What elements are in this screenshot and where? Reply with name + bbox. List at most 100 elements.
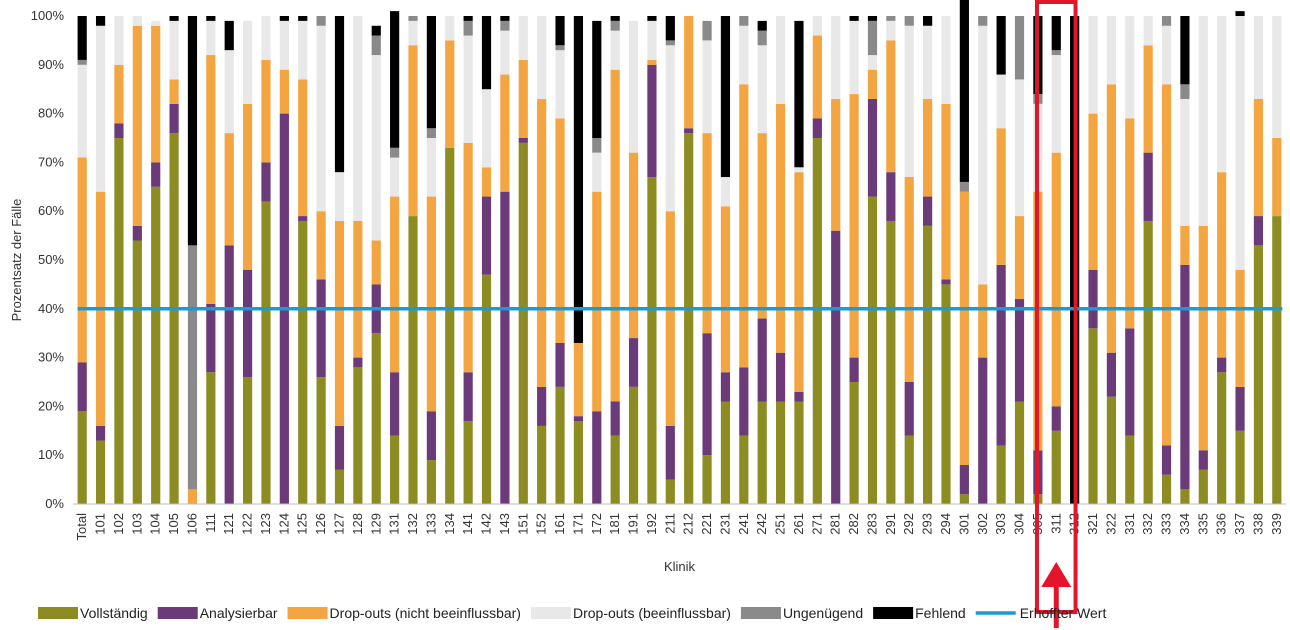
bar-segment (500, 20, 510, 31)
bar-segment (720, 401, 731, 504)
bar-segment (1143, 220, 1153, 504)
bar-segment (334, 16, 345, 173)
legend-label: Fehlend (915, 605, 966, 621)
bar-segment (831, 16, 841, 99)
bar-segment (1125, 435, 1135, 504)
bar-segment (1180, 98, 1190, 226)
bar-segment (224, 133, 234, 246)
bar-segment (151, 20, 161, 26)
bar-segment (1198, 16, 1208, 226)
bar-segment (610, 69, 620, 402)
bar-segment (114, 16, 124, 65)
legend-label: Analysierbar (200, 605, 278, 621)
bar-segment (849, 94, 859, 358)
legend-swatch (157, 607, 198, 619)
bar-segment (739, 16, 749, 26)
bar-segment (408, 16, 418, 21)
bar-segment (610, 401, 620, 436)
bar-segment (1198, 450, 1208, 470)
bar-segment (647, 16, 657, 21)
bar-segment (1198, 225, 1208, 451)
bar-segment (187, 16, 198, 246)
y-tick-label: 40% (38, 301, 64, 316)
bar-segment (867, 196, 878, 504)
x-tick-label: 141 (460, 513, 475, 535)
bar-segment (739, 435, 749, 504)
bar-segment (1161, 445, 1172, 475)
bar-segment (1272, 138, 1282, 217)
bar-segment (132, 240, 142, 505)
bar-segment (426, 460, 436, 504)
y-axis-title: Prozentsatz der Fälle (9, 199, 24, 322)
highlight-arrow-head (1041, 562, 1072, 587)
bar-segment (978, 25, 988, 285)
x-tick-label: 241 (736, 513, 751, 535)
bar-segment (1088, 328, 1098, 504)
bar-segment (812, 118, 822, 138)
x-tick-label: 101 (93, 513, 108, 535)
bar-segment (463, 421, 473, 504)
bar-segment (426, 411, 436, 461)
x-tick-label: 322 (1103, 513, 1118, 535)
bar-segment (1143, 16, 1153, 46)
bar-segment (371, 55, 381, 241)
bar-segment (610, 16, 620, 21)
bar-segment (702, 455, 712, 504)
y-tick-label: 60% (38, 203, 64, 218)
bar-segment (353, 367, 363, 504)
bar-segment (537, 386, 547, 426)
bar-segment (996, 264, 1006, 446)
bar-segment (1125, 16, 1135, 119)
bar-segment (794, 20, 804, 168)
bar-segment (1014, 216, 1025, 300)
bar-segment (426, 196, 436, 412)
x-tick-label: 131 (387, 513, 402, 535)
x-tick-label: 251 (773, 513, 788, 535)
bar-segment (904, 16, 914, 26)
bar-segment (77, 362, 87, 412)
x-tick-label: 161 (552, 513, 567, 535)
bar-segment (169, 79, 179, 104)
bar-segment (169, 133, 179, 504)
bar-segment (279, 20, 289, 70)
bar-segment (849, 382, 859, 504)
legend-label: Vollständig (80, 605, 148, 621)
bar-segment (95, 440, 106, 504)
bar-segment (481, 89, 492, 168)
bar-segment (886, 20, 896, 41)
bar-segment (996, 445, 1006, 504)
bar-segment (684, 16, 694, 129)
bar-segment (904, 382, 914, 436)
bar-segment (1014, 401, 1025, 504)
x-tick-label: 134 (442, 513, 457, 535)
y-tick-label: 20% (38, 398, 64, 413)
bar-segment (500, 74, 510, 192)
x-tick-label: 125 (295, 513, 310, 535)
bar-segment (904, 177, 914, 382)
x-tick-label: 231 (717, 513, 732, 535)
bar-segment (1235, 386, 1245, 431)
bar-segment (1014, 16, 1025, 80)
x-tick-label: 292 (901, 513, 916, 535)
bar-segment (867, 16, 878, 21)
x-tick-label: 282 (846, 513, 861, 535)
x-tick-label: 212 (681, 513, 696, 535)
x-tick-label: 221 (699, 513, 714, 535)
bar-segment (1125, 118, 1135, 329)
x-tick-label: 333 (1159, 513, 1174, 535)
bar-segment (353, 357, 363, 368)
bar-segment (959, 181, 969, 192)
bar-segment (739, 84, 749, 368)
bar-segment (702, 20, 712, 41)
legend-swatch (38, 607, 78, 619)
bar-segment (1253, 245, 1264, 505)
x-tick-label: 337 (1232, 513, 1247, 535)
bar-segment (481, 196, 492, 275)
bar-segment (1180, 16, 1190, 85)
bar-segment (959, 0, 969, 182)
bar-segment (592, 152, 602, 192)
bar-segment (463, 20, 473, 36)
bar-segment (298, 220, 308, 504)
bar-segment (1217, 16, 1227, 173)
